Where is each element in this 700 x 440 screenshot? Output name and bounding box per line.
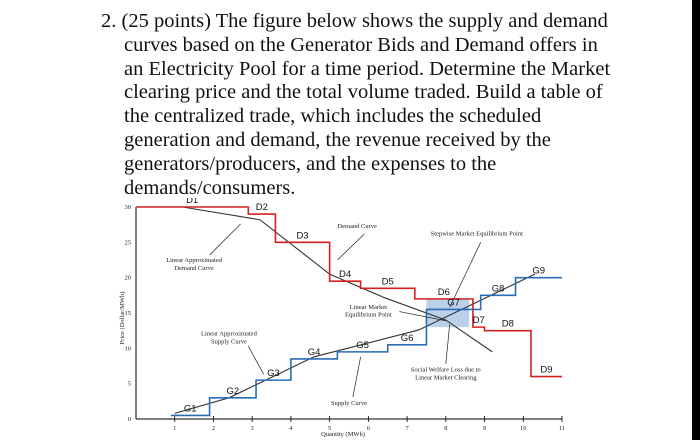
welfare-loss-label: Linear Market Clearing bbox=[415, 374, 477, 381]
supply-step-label: G5 bbox=[356, 340, 369, 351]
question-line: curves based on the Generator Bids and D… bbox=[124, 33, 598, 56]
x-tick-label: 2 bbox=[212, 425, 215, 432]
supply-step-label: G4 bbox=[308, 347, 321, 358]
demand-step-label: D6 bbox=[438, 287, 450, 298]
y-tick-label: 5 bbox=[128, 381, 131, 388]
step-labels: D1 D2 D3 D4 D5 D6 D7 D8 D9 G1 G2 G3 G4 G5 G6 G7 G8 G9 bbox=[184, 198, 553, 414]
x-tick-label: 6 bbox=[367, 425, 371, 432]
y-tick-label: 10 bbox=[125, 345, 132, 352]
supply-step-curve bbox=[170, 276, 562, 417]
supply-step-label: G9 bbox=[532, 266, 545, 277]
demand-curve-pointer bbox=[337, 233, 365, 261]
question-text: 2. (25 points) The figure below shows th… bbox=[101, 10, 661, 200]
supply-curve-label: Supply Curve bbox=[331, 400, 367, 407]
x-tick-label: 3 bbox=[251, 425, 254, 432]
linear-demand-label: Demand Curve bbox=[174, 265, 214, 272]
welfare-loss-pointer bbox=[445, 324, 451, 364]
chart-axes: 1 2 3 4 5 6 7 8 9 10 11 0 5 10 15 20 25 30 bbox=[125, 204, 566, 432]
welfare-loss-label: Social Welfare Loss due to bbox=[411, 367, 481, 374]
demand-step-label: D1 bbox=[186, 198, 198, 206]
question-line: demands/consumers. bbox=[124, 176, 296, 199]
demand-step-label: D8 bbox=[502, 319, 514, 330]
question-line: an Electricity Pool for a time period. D… bbox=[124, 57, 611, 80]
demand-step-label: D4 bbox=[339, 269, 351, 280]
linear-equilibrium-label: Equilibrium Point bbox=[345, 312, 392, 319]
x-tick-label: 11 bbox=[559, 425, 565, 432]
y-tick-label: 20 bbox=[125, 275, 132, 282]
supply-curve-pointer bbox=[352, 356, 361, 398]
linear-supply-label: Linear Approximated bbox=[201, 331, 258, 338]
annotations: Demand Curve Stepwise Market Equilibrium … bbox=[166, 223, 523, 407]
y-tick-label: 25 bbox=[125, 239, 132, 246]
demand-step-label: D9 bbox=[540, 365, 552, 376]
y-tick-label: 0 bbox=[128, 416, 131, 423]
question-line: clearing price and the total volume trad… bbox=[124, 81, 603, 104]
demand-step-label: D3 bbox=[296, 230, 308, 241]
x-tick-label: 10 bbox=[520, 425, 527, 432]
x-tick-label: 7 bbox=[405, 425, 409, 432]
question-line: 2. (25 points) The figure below shows th… bbox=[101, 10, 608, 32]
x-tick-label: 9 bbox=[483, 425, 486, 432]
screen-edge-bar bbox=[692, 0, 700, 440]
linear-supply-pointer bbox=[248, 346, 265, 375]
supply-step-label: G8 bbox=[492, 283, 505, 294]
supply-step-label: G3 bbox=[267, 368, 280, 379]
question-line: the centralized trade, which includes th… bbox=[124, 105, 542, 128]
y-tick-label: 30 bbox=[125, 204, 132, 211]
stepwise-equilibrium-label: Stepwise Market Equilibrium Point bbox=[431, 230, 523, 237]
demand-step-curve bbox=[136, 206, 562, 378]
demand-step-label: D2 bbox=[256, 202, 268, 213]
supply-step-label: G7 bbox=[447, 297, 460, 308]
step-curves bbox=[136, 206, 562, 417]
x-tick-label: 8 bbox=[444, 425, 447, 432]
supply-demand-chart: 1 2 3 4 5 6 7 8 9 10 11 0 5 10 15 20 25 30 D1 D2 D3 D4 D5 D6 D7… bbox=[119, 198, 566, 438]
supply-step-label: G2 bbox=[226, 386, 239, 397]
question-line: generation and demand, the revenue recei… bbox=[124, 128, 551, 151]
linear-demand-label: Linear Approximated bbox=[166, 257, 223, 264]
demand-step-label: D7 bbox=[473, 315, 485, 326]
question-line: generators/producers, and the expenses t… bbox=[124, 152, 497, 175]
linear-supply-label: Supply Curve bbox=[211, 338, 247, 345]
linear-equilibrium-pointer bbox=[399, 311, 446, 322]
stepwise-equilibrium-pointer bbox=[449, 242, 481, 308]
linear-equilibrium-label: Linear Market bbox=[350, 304, 388, 311]
y-tick-label: 15 bbox=[125, 310, 132, 317]
supply-step-label: G6 bbox=[401, 333, 414, 344]
demand-step-label: D5 bbox=[382, 276, 394, 287]
demand-curve-label: Demand Curve bbox=[337, 223, 377, 230]
supply-step-label: G1 bbox=[184, 403, 197, 414]
x-tick-label: 5 bbox=[328, 425, 331, 432]
x-tick-label: 4 bbox=[289, 425, 293, 432]
linear-demand-line bbox=[182, 206, 493, 353]
linear-demand-pointer bbox=[209, 223, 241, 256]
x-tick-label: 1 bbox=[173, 425, 176, 432]
y-axis-label: Price (Dollar/MWh) bbox=[119, 292, 126, 345]
x-axis-label: Quantity (MWh) bbox=[321, 431, 365, 438]
